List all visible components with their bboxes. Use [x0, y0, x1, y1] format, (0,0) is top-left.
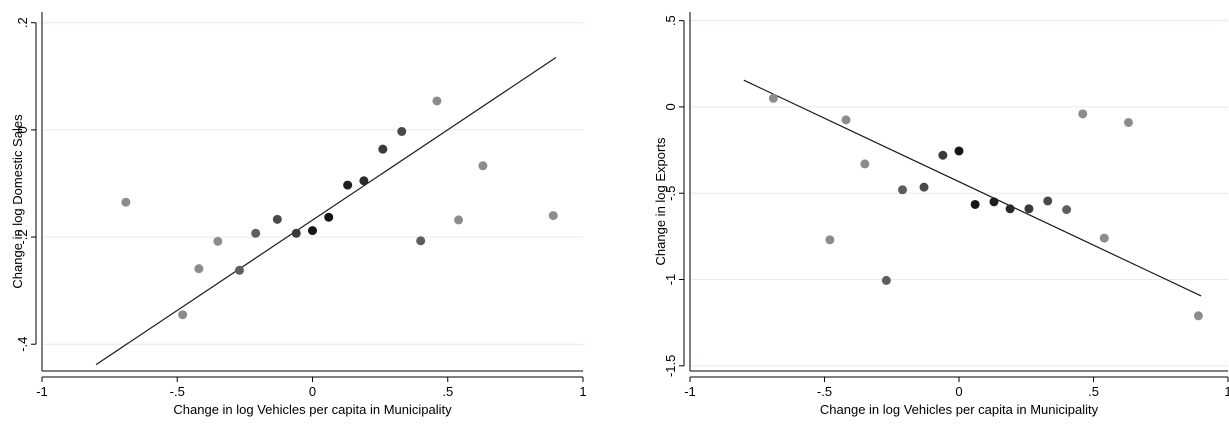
y-tick-label: -.5 [663, 186, 678, 201]
data-point [1062, 205, 1072, 215]
data-point [938, 150, 948, 160]
y-axis-title: Change in log Domestic Sales [10, 114, 25, 289]
data-point [359, 176, 369, 186]
data-point [954, 146, 964, 156]
data-point [1024, 204, 1034, 214]
y-tick-label: .5 [663, 15, 678, 26]
data-point [1193, 311, 1203, 321]
data-point [291, 228, 301, 238]
data-point [1099, 233, 1109, 243]
data-point [251, 228, 261, 238]
data-point [1078, 109, 1088, 119]
data-point [970, 199, 980, 209]
x-axis-title: Change in log Vehicles per capita in Mun… [820, 402, 1099, 417]
x-tick-label: -.5 [170, 384, 185, 399]
data-point [397, 126, 407, 136]
x-tick-label: -1 [684, 384, 696, 399]
y-tick-label: -1 [663, 274, 678, 286]
data-point [478, 161, 488, 171]
data-point [898, 185, 908, 195]
data-point [343, 180, 353, 190]
chart-exports: -1 -.5 0 .5 1 -1.5 -1 -.5 0 .5 Change in log Vehic… [653, 12, 1229, 417]
data-point [324, 212, 334, 222]
x-tick-label: 1 [579, 384, 586, 399]
data-point [213, 236, 223, 246]
x-tick-label: -1 [36, 384, 48, 399]
y-tick-label: .2 [15, 17, 30, 28]
x-tick-label: -.5 [817, 384, 832, 399]
fit-line [743, 79, 1202, 297]
data-point [841, 115, 851, 125]
data-point [1123, 117, 1133, 127]
data-point [308, 226, 317, 236]
data-point [194, 264, 204, 274]
x-tick-label: .5 [442, 384, 453, 399]
data-point [272, 214, 282, 224]
data-point [178, 310, 188, 320]
data-point [989, 197, 999, 207]
data-point [919, 182, 929, 192]
data-point [378, 144, 388, 154]
y-tick-label: -1.5 [663, 355, 678, 377]
y-tick-label: 0 [663, 103, 678, 110]
y-tick-label: -.2 [15, 229, 30, 244]
data-point [768, 93, 778, 103]
data-point [121, 197, 131, 207]
x-tick-label: .5 [1088, 384, 1099, 399]
data-point [860, 159, 870, 169]
data-point [1043, 196, 1053, 206]
x-tick-label: 0 [309, 384, 316, 399]
x-tick-label: 0 [955, 384, 962, 399]
data-point [548, 211, 558, 221]
y-axis-title: Change in log Exports [653, 137, 668, 265]
chart-domestic-sales: -1 -.5 0 .5 1 -.4 -.2 0 .2 Change in log Vehicles… [10, 12, 587, 417]
data-point [1005, 204, 1015, 214]
x-tick-label: 1 [1224, 384, 1229, 399]
y-tick-label: 0 [15, 126, 30, 133]
data-point [454, 215, 464, 225]
data-point [234, 265, 244, 275]
x-axis-title: Change in log Vehicles per capita in Mun… [173, 402, 452, 417]
y-tick-label: -.4 [15, 337, 30, 352]
data-point [825, 235, 835, 245]
data-point [881, 275, 891, 285]
data-point [432, 96, 442, 106]
fit-line [95, 57, 557, 366]
data-point [416, 236, 426, 246]
